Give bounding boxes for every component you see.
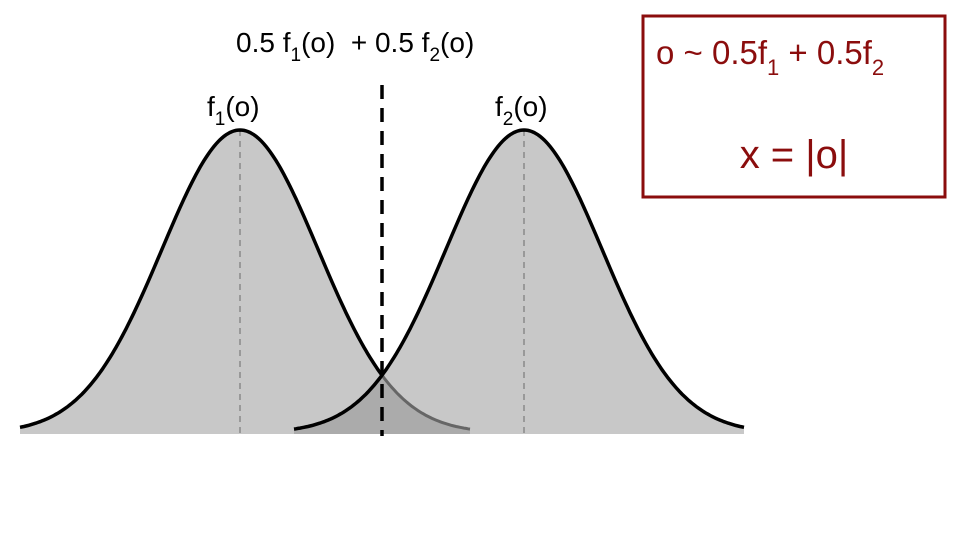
subscript: 1 bbox=[215, 109, 226, 130]
text-part: 0.5 f bbox=[236, 27, 291, 58]
formula: x = |o| bbox=[740, 133, 849, 177]
mixture-label: 0.5 f1(o) + 0.5 f2(o) bbox=[236, 27, 474, 66]
subscript: 2 bbox=[872, 55, 884, 80]
text-part: o ~ 0.5f bbox=[656, 34, 768, 71]
text-part: (o) bbox=[440, 27, 474, 58]
curve-label: f2(o) bbox=[495, 91, 548, 130]
formula-box bbox=[641, 14, 947, 199]
overlap-fill bbox=[294, 375, 470, 434]
text-part: (o) bbox=[513, 91, 547, 122]
curve-line bbox=[293, 128, 745, 431]
curve-fill bbox=[20, 130, 470, 434]
subscript: 2 bbox=[503, 109, 514, 130]
subscript: 1 bbox=[290, 45, 301, 66]
subscript: 1 bbox=[767, 55, 779, 80]
curve-tail bbox=[380, 374, 471, 431]
text-part: + 0.5f bbox=[779, 34, 872, 71]
curve-line bbox=[19, 128, 384, 430]
curve-fill bbox=[294, 130, 744, 434]
curve-label: f1(o) bbox=[207, 91, 260, 130]
subscript: 2 bbox=[429, 45, 440, 66]
text-part: f bbox=[207, 91, 215, 122]
formula: o ~ 0.5f1 + 0.5f2 bbox=[656, 34, 884, 80]
curves bbox=[19, 128, 745, 434]
text-part: (o) bbox=[225, 91, 259, 122]
text-part: (o) + 0.5 f bbox=[301, 27, 430, 58]
text-part: f bbox=[495, 91, 503, 122]
